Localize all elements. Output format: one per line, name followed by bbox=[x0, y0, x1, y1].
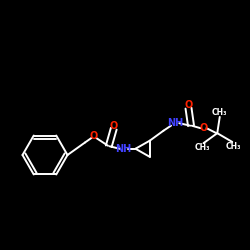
Text: CH₃: CH₃ bbox=[212, 108, 228, 117]
Text: O: O bbox=[184, 100, 192, 110]
Text: NH: NH bbox=[167, 118, 183, 128]
Text: O: O bbox=[90, 131, 98, 141]
Text: CH₃: CH₃ bbox=[194, 143, 210, 152]
Text: CH₃: CH₃ bbox=[226, 142, 241, 151]
Text: O: O bbox=[200, 123, 207, 133]
Text: NH: NH bbox=[116, 144, 132, 154]
Text: O: O bbox=[110, 121, 118, 131]
